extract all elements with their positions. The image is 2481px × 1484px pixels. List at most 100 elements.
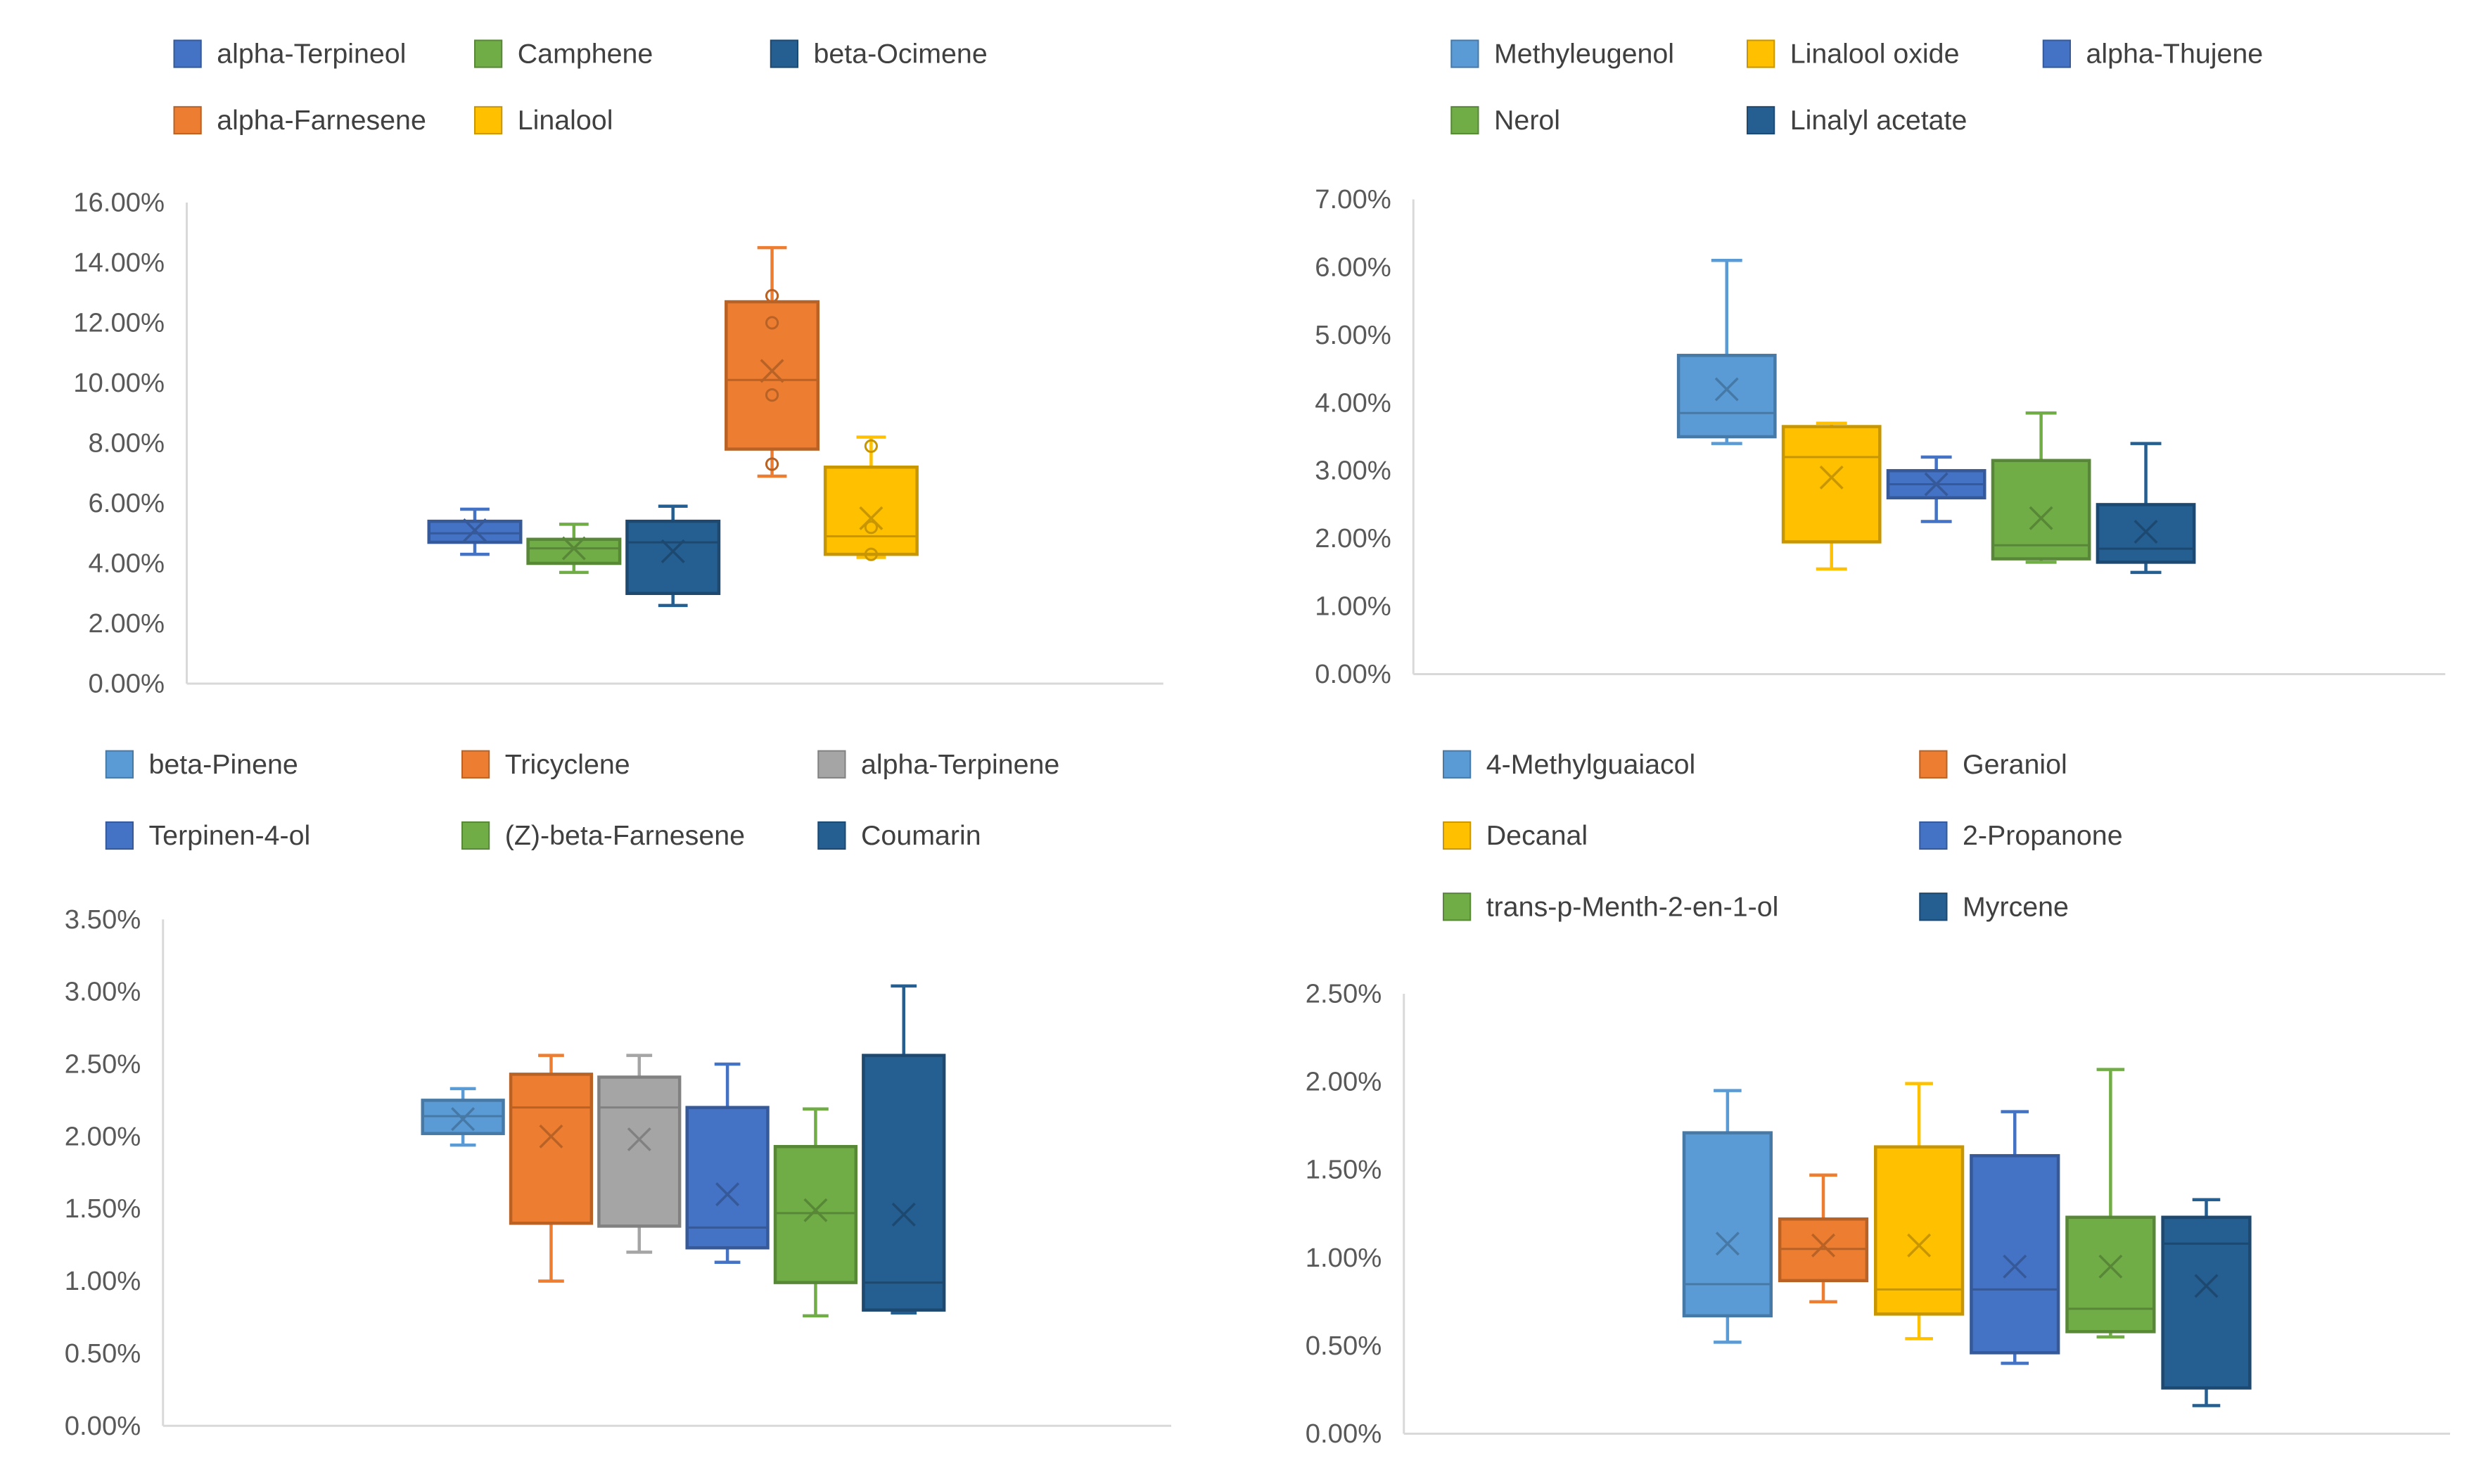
mean-marker [451,1107,476,1132]
mean-marker [1715,1232,1740,1256]
legend-swatch [474,39,503,68]
legend-label: alpha-Thujene [2086,39,2264,70]
mean-marker [2098,1254,2123,1279]
mean-marker [715,1182,740,1207]
box-3 [1991,411,2091,564]
y-tick-label: 3.50% [65,904,141,935]
mean-marker [1924,472,1949,497]
y-tick-label: 2.50% [65,1049,141,1079]
legend-label: Linalool [518,105,613,136]
box-1 [1778,1173,1869,1304]
mean-marker [539,1124,563,1149]
legend-swatch [1443,821,1472,850]
data-point [765,388,779,402]
legend-item: Linalool [474,105,613,136]
legend-item: alpha-Terpineol [173,39,406,70]
iqr-box [725,300,820,451]
legend-swatch [1747,105,1775,135]
data-point [864,547,879,561]
box-5 [862,984,946,1315]
mean-marker [2003,1254,2027,1279]
y-tick-label: 6.00% [1315,252,1391,282]
y-tick-label: 10.00% [73,368,165,398]
legend-item: alpha-Thujene [2042,39,2264,70]
mean-marker [1714,377,1739,402]
iqr-box [2161,1215,2252,1390]
legend-swatch [817,750,846,779]
legend-item: alpha-Terpinene [817,749,1059,780]
legend-swatch [474,105,503,135]
legend-label: Linalool oxide [1790,39,1960,70]
y-tick-label: 0.50% [65,1338,141,1369]
y-tick-label: 1.00% [65,1266,141,1296]
legend-item: Myrcene [1919,891,2069,922]
box-2 [597,1054,682,1254]
y-tick-label: 1.00% [1315,591,1391,622]
y-tick-label: 3.00% [1315,456,1391,486]
legend-swatch [817,821,846,850]
iqr-box [526,537,622,565]
box-2 [1886,455,1986,523]
iqr-box [862,1054,946,1312]
mean-marker [1811,1233,1835,1258]
y-tick-label: 1.50% [1306,1155,1382,1185]
legend-swatch [105,821,134,850]
y-tick-label: 3.00% [65,977,141,1007]
legend-swatch [1450,39,1479,68]
box-1 [526,523,622,575]
legend: 4-Methylguaiacol Geraniol Decanal 2-Propano… [1443,749,2123,922]
legend-item: Terpinen-4-ol [105,820,311,851]
legend-label: Tricyclene [505,749,630,780]
y-tick-label: 1.50% [65,1194,141,1224]
legend-item: (Z)-beta-Farnesene [461,820,745,851]
iqr-box [1970,1153,2060,1355]
box-1 [509,1054,594,1283]
data-point [864,439,879,453]
mean-marker [1907,1233,1932,1258]
box-1 [1781,421,1882,571]
legend-label: (Z)-beta-Farnesene [505,820,745,851]
iqr-box [823,465,919,556]
legend-label: alpha-Terpineol [217,39,406,70]
mean-marker [2029,506,2053,530]
legend-label: Terpinen-4-ol [149,820,311,851]
mean-marker [627,1127,651,1151]
legend-swatch [1450,105,1479,135]
box-3 [1970,1110,2060,1365]
box-2 [1874,1082,1965,1341]
legend-swatch [1443,893,1472,921]
y-tick-label: 4.00% [1315,388,1391,418]
iqr-box [509,1073,594,1225]
chart-panel-bottom-right: 4-Methylguaiacol Geraniol Decanal 2-Propano… [1306,749,2450,1449]
legend-label: Myrcene [1963,891,2069,922]
legend-label: Decanal [1486,820,1588,851]
y-tick-label: 2.00% [1315,523,1391,554]
y-tick-label: 12.00% [73,308,165,338]
iqr-box [597,1075,682,1228]
y-tick-label: 2.00% [89,608,165,639]
y-tick-label: 2.00% [1306,1067,1382,1097]
chart-panel-top-right: Methyleugenol Linalool oxide alpha-Thujene… [1315,39,2446,689]
y-axis: 0.00% 0.50% 1.00% 1.50% 2.00% 2.50% [1306,979,2450,1449]
iqr-box [625,519,721,596]
legend-swatch [1919,821,1948,850]
box-4 [773,1107,858,1318]
y-tick-label: 7.00% [1315,184,1391,215]
iqr-box [427,519,523,544]
legend-swatch [1443,750,1472,779]
legend-label: Nerol [1494,105,1560,136]
data-point [765,288,779,303]
legend-item: Linalyl acetate [1747,105,1967,136]
box-4 [2065,1068,2156,1339]
box-3 [725,245,820,478]
box-2 [625,504,721,608]
legend-label: trans-p-Menth-2-en-1-ol [1486,891,1779,922]
y-tick-label: 0.00% [1315,659,1391,689]
legend-item: Methyleugenol [1450,39,1674,70]
legend-item: Decanal [1443,820,1588,851]
mean-marker [803,1198,828,1222]
legend-label: alpha-Terpinene [861,749,1059,780]
legend-label: Geraniol [1963,749,2067,780]
chart-panel-bottom-left: beta-Pinene Tricyclene alpha-Terpinene Terp… [65,749,1171,1441]
y-tick-label: 8.00% [89,428,165,459]
